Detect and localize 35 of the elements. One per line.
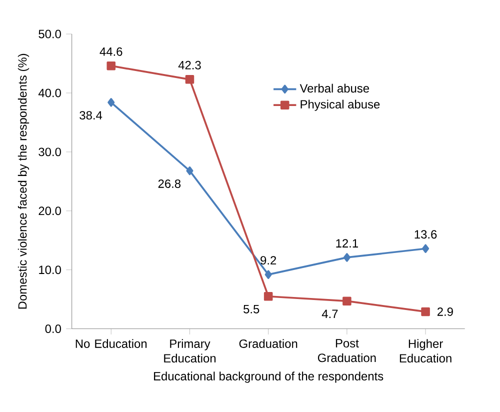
data-label: 26.8 <box>158 179 181 188</box>
x-tick-label: Higher Education <box>400 339 452 363</box>
data-label: 42.3 <box>178 60 201 70</box>
x-tick-label: Post Graduation <box>318 339 376 362</box>
legend-label: Physical abuse <box>300 100 380 111</box>
point <box>422 244 430 254</box>
point <box>186 166 194 176</box>
x-tick-label: No Education <box>76 339 147 348</box>
data-label: 9.2 <box>260 256 276 265</box>
x-tick-label: Primary Education <box>164 339 216 363</box>
data-label: 44.6 <box>100 47 122 56</box>
data-label: 2.9 <box>437 307 453 316</box>
point <box>264 270 272 279</box>
y-axis-title: Domestic violence faced by the respondents (%) <box>18 54 30 309</box>
data-label: 5.5 <box>244 305 260 314</box>
point <box>421 307 430 316</box>
point <box>343 253 350 262</box>
legend-label: Verbal abuse <box>300 84 370 93</box>
point <box>106 61 116 70</box>
data-label: 38.4 <box>80 111 102 120</box>
data-label: 4.7 <box>322 310 338 318</box>
y-tick-label: 20.0 <box>38 206 61 216</box>
y-tick-label: 40.0 <box>38 88 61 98</box>
point <box>264 292 273 301</box>
y-tick-label: 50.0 <box>38 30 61 38</box>
y-tick-label: 0.0 <box>45 324 61 334</box>
point <box>108 98 115 107</box>
data-label: 13.6 <box>414 230 437 239</box>
data-label: 12.1 <box>336 239 358 248</box>
x-tick-label: Graduation <box>239 339 298 348</box>
y-tick-label: 30.0 <box>38 148 61 156</box>
point <box>185 75 194 84</box>
point <box>342 296 352 306</box>
x-axis-title: Educational background of the respondents <box>154 372 384 383</box>
y-tick-label: 10.0 <box>39 266 61 274</box>
